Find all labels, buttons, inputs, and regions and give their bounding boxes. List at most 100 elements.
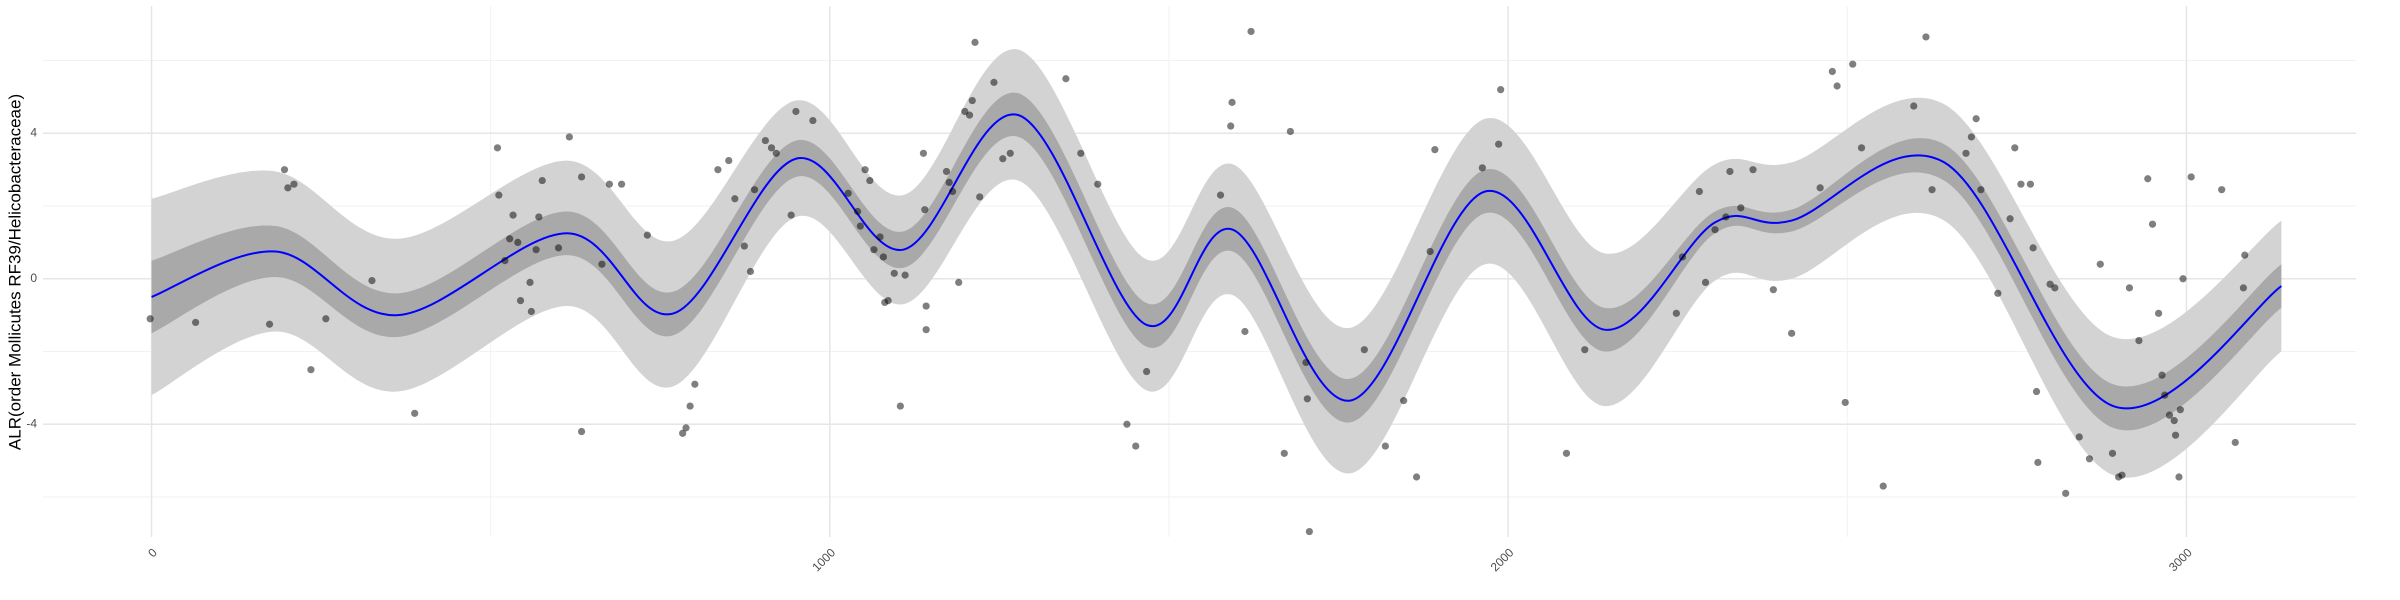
data-point bbox=[1910, 102, 1918, 110]
data-point bbox=[1077, 149, 1085, 157]
data-point bbox=[854, 207, 862, 216]
data-point bbox=[605, 180, 613, 188]
data-point bbox=[2125, 284, 2134, 292]
data-point bbox=[322, 315, 330, 323]
data-point bbox=[1400, 397, 1408, 405]
data-point bbox=[866, 176, 874, 185]
data-point bbox=[532, 246, 540, 254]
data-point bbox=[686, 402, 694, 410]
data-point bbox=[284, 184, 292, 192]
data-point bbox=[368, 276, 376, 285]
data-point bbox=[1701, 278, 1710, 287]
data-point bbox=[192, 318, 200, 327]
data-point bbox=[2032, 387, 2041, 396]
data-point bbox=[884, 296, 892, 305]
data-point bbox=[1286, 127, 1294, 136]
y-tick-label: 0 bbox=[30, 271, 37, 285]
data-point bbox=[2239, 284, 2248, 292]
data-point bbox=[2075, 433, 2083, 441]
data-point bbox=[691, 380, 699, 388]
data-point bbox=[1922, 33, 1930, 41]
data-point bbox=[999, 155, 1007, 163]
data-point bbox=[1412, 473, 1421, 481]
data-point bbox=[1360, 346, 1368, 354]
x-tick-label: 3000 bbox=[2166, 545, 2195, 574]
data-point bbox=[506, 235, 514, 243]
data-point bbox=[714, 166, 722, 174]
data-point bbox=[945, 178, 953, 186]
data-point bbox=[265, 320, 274, 328]
data-point bbox=[577, 427, 586, 436]
data-point bbox=[1497, 86, 1505, 94]
data-point bbox=[792, 107, 800, 116]
data-point bbox=[1094, 180, 1102, 188]
data-point bbox=[856, 222, 864, 230]
data-point bbox=[501, 256, 509, 265]
data-point bbox=[731, 195, 739, 203]
data-point bbox=[1857, 144, 1866, 152]
data-point bbox=[1228, 98, 1236, 106]
data-point bbox=[1142, 367, 1151, 376]
data-point bbox=[896, 402, 904, 410]
data-point bbox=[761, 136, 769, 145]
data-point bbox=[1967, 133, 1976, 141]
smooth-line bbox=[151, 113, 2282, 410]
data-point bbox=[1216, 191, 1225, 199]
data-point bbox=[2170, 417, 2178, 425]
data-point bbox=[772, 149, 780, 157]
data-point bbox=[809, 116, 817, 125]
data-point bbox=[1726, 167, 1734, 176]
data-point bbox=[538, 176, 546, 185]
data-point bbox=[1280, 449, 1288, 457]
data-point bbox=[411, 409, 419, 417]
data-point bbox=[2176, 406, 2184, 414]
data-point bbox=[971, 38, 979, 46]
data-point bbox=[516, 296, 525, 305]
data-point bbox=[1426, 247, 1434, 256]
data-point bbox=[767, 144, 776, 152]
data-point bbox=[1841, 398, 1849, 407]
data-point bbox=[787, 211, 795, 219]
data-point bbox=[750, 186, 759, 194]
data-point bbox=[990, 78, 998, 86]
x-tick-label: 2000 bbox=[1488, 545, 1517, 574]
data-point bbox=[725, 156, 733, 165]
data-point bbox=[2175, 473, 2183, 481]
data-point bbox=[870, 246, 878, 254]
data-point bbox=[1581, 346, 1589, 354]
data-point bbox=[1305, 527, 1313, 536]
data-point bbox=[2161, 391, 2169, 399]
data-point bbox=[1562, 449, 1571, 457]
x-tick-label: 0 bbox=[145, 545, 160, 560]
data-point bbox=[554, 244, 563, 252]
data-point bbox=[2187, 173, 2195, 181]
data-point bbox=[942, 167, 951, 176]
data-point bbox=[577, 173, 586, 181]
data-point bbox=[1006, 149, 1014, 157]
data-point bbox=[1769, 286, 1777, 294]
data-point bbox=[901, 271, 909, 279]
data-point bbox=[890, 269, 898, 277]
data-point bbox=[922, 326, 930, 334]
data-point bbox=[2011, 144, 2019, 152]
data-point bbox=[919, 149, 928, 157]
data-point bbox=[955, 278, 963, 287]
data-point bbox=[1737, 204, 1745, 212]
x-tick-label: 1000 bbox=[809, 545, 838, 574]
data-point bbox=[1977, 186, 1985, 194]
data-point bbox=[948, 187, 957, 196]
data-point bbox=[280, 166, 289, 174]
data-point bbox=[514, 238, 522, 247]
data-point bbox=[2096, 260, 2104, 268]
data-point bbox=[1928, 186, 1936, 194]
data-point bbox=[965, 111, 974, 119]
data-point bbox=[565, 133, 573, 141]
data-point bbox=[2017, 180, 2025, 188]
data-point bbox=[2062, 489, 2070, 497]
data-point bbox=[1123, 420, 1131, 428]
data-point bbox=[1495, 140, 1503, 148]
data-point bbox=[1302, 358, 1310, 367]
data-point bbox=[2034, 458, 2042, 467]
y-tick-label: 4 bbox=[30, 125, 37, 139]
